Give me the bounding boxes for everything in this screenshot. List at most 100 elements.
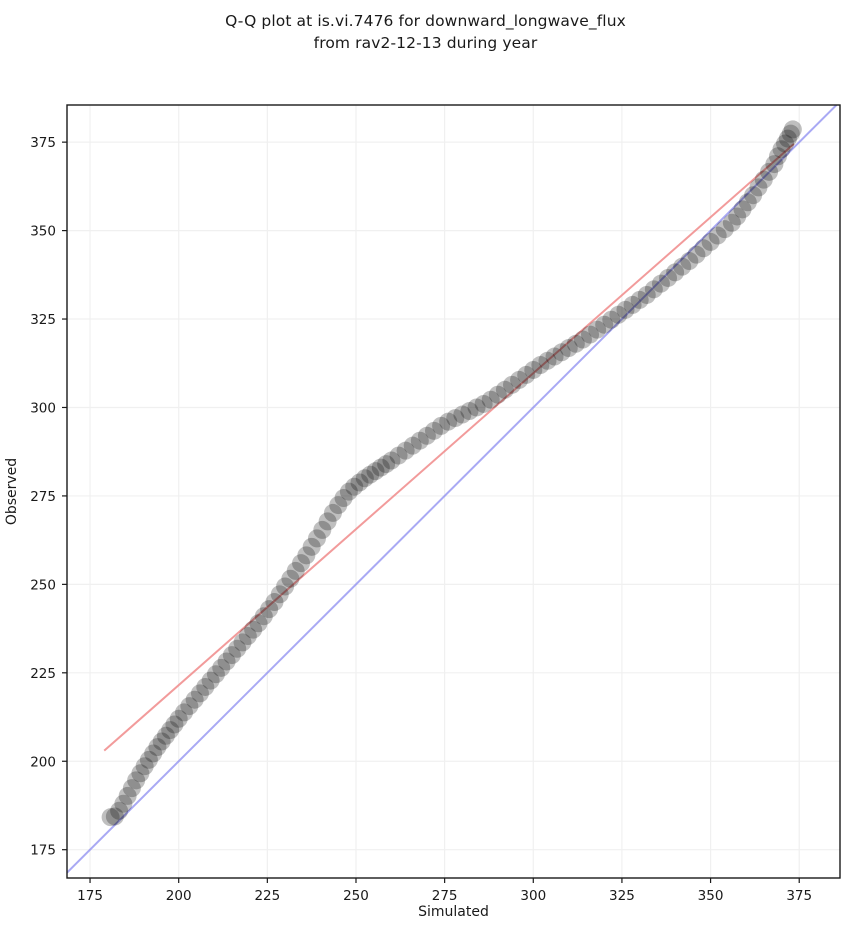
scatter-point (238, 627, 257, 646)
scatter-point (307, 529, 326, 548)
scatter-point (701, 232, 720, 251)
scatter-point (139, 750, 158, 769)
scatter-point (453, 405, 472, 424)
scatter-point (201, 671, 220, 690)
scatter-point (680, 252, 699, 271)
scatter-point (531, 356, 550, 375)
scatter-point (768, 147, 787, 166)
scatter-point (708, 226, 727, 245)
scatter-point (389, 446, 408, 465)
scatter-point (616, 300, 635, 319)
scatter-point (318, 512, 337, 531)
scatter-point (254, 607, 273, 626)
x-axis-ticks: 175 200 225 250 275 300 325 350 375 (77, 878, 812, 904)
scatter-point (313, 520, 332, 539)
scatter-point (467, 398, 486, 417)
scatter-point (744, 186, 763, 205)
scatter-point (432, 416, 451, 435)
scatter-point (190, 684, 209, 703)
scatter-point (630, 290, 649, 309)
scatter-point (765, 155, 784, 174)
scatter-point (474, 394, 493, 413)
scatter-point (260, 600, 279, 619)
scatter-point (329, 496, 348, 515)
x-tick-label: 175 (77, 888, 103, 904)
scatter-point (588, 320, 607, 339)
scatter-point (659, 268, 678, 287)
scatter-point (673, 257, 692, 276)
x-tick-label: 225 (254, 888, 280, 904)
gridlines (67, 105, 840, 878)
scatter-point (538, 351, 557, 370)
y-tick-label: 250 (30, 577, 56, 593)
scatter-point (281, 569, 300, 588)
scatter-point (228, 639, 247, 658)
scatter-point (217, 652, 236, 671)
scatter-point (302, 537, 321, 556)
scatter-point (114, 794, 133, 813)
scatter-point (152, 732, 171, 751)
x-tick-label: 375 (786, 888, 812, 904)
x-tick-label: 350 (698, 888, 724, 904)
scatter-point (366, 462, 385, 481)
scatter-point (345, 477, 364, 496)
scatter-point (439, 412, 458, 431)
scatter-series (101, 120, 802, 827)
scatter-point (233, 633, 252, 652)
scatter-point (276, 577, 295, 596)
scatter-point (715, 220, 734, 239)
scatter-point (297, 546, 316, 565)
y-axis-ticks: 175 200 225 250 275 300 325 350 375 (30, 135, 67, 859)
scatter-point (609, 305, 628, 324)
scatter-point (148, 738, 167, 757)
scatter-point (144, 744, 163, 763)
scatter-point (781, 124, 800, 143)
scatter-point (249, 614, 268, 633)
scatter-point (334, 489, 353, 508)
regression-line (103, 143, 795, 752)
scatter-point (760, 162, 779, 181)
scatter-point (754, 170, 773, 189)
scatter-point (105, 807, 124, 826)
scatter-point (222, 646, 241, 665)
scatter-point (396, 441, 415, 460)
scatter-point (772, 140, 791, 159)
scatter-point (161, 721, 180, 740)
scatter-point (169, 709, 188, 728)
y-tick-label: 325 (30, 312, 56, 328)
x-tick-label: 250 (343, 888, 369, 904)
x-axis-title: Simulated (418, 904, 489, 920)
scatter-point (495, 380, 514, 399)
scatter-point (118, 786, 137, 805)
x-tick-label: 325 (609, 888, 635, 904)
scatter-point (424, 421, 443, 440)
scatter-point (382, 451, 401, 470)
scatter-point (122, 779, 141, 798)
scatter-point (481, 390, 500, 409)
scatter-point (687, 245, 706, 264)
scatter-point (196, 677, 215, 696)
x-tick-label: 300 (520, 888, 546, 904)
scatter-point (666, 263, 685, 282)
scatter-point (350, 473, 369, 492)
scatter-point (292, 554, 311, 573)
scatter-point (722, 213, 741, 232)
scatter-point (503, 375, 522, 394)
identity-line (67, 105, 838, 874)
scatter-point (265, 593, 284, 612)
scatter-point (127, 771, 146, 790)
scatter-point (135, 757, 154, 776)
scatter-point (573, 330, 592, 349)
x-tick-label: 200 (166, 888, 192, 904)
scatter-point (595, 315, 614, 334)
scatter-point (694, 239, 713, 258)
scatter-point (460, 402, 479, 421)
scatter-point (738, 193, 757, 212)
scatter-point (559, 339, 578, 358)
y-tick-label: 175 (30, 843, 56, 859)
scatter-point (517, 365, 536, 384)
scatter-point (101, 808, 120, 827)
scatter-point (403, 436, 422, 455)
scatter-point (545, 347, 564, 366)
y-tick-label: 350 (30, 224, 56, 240)
